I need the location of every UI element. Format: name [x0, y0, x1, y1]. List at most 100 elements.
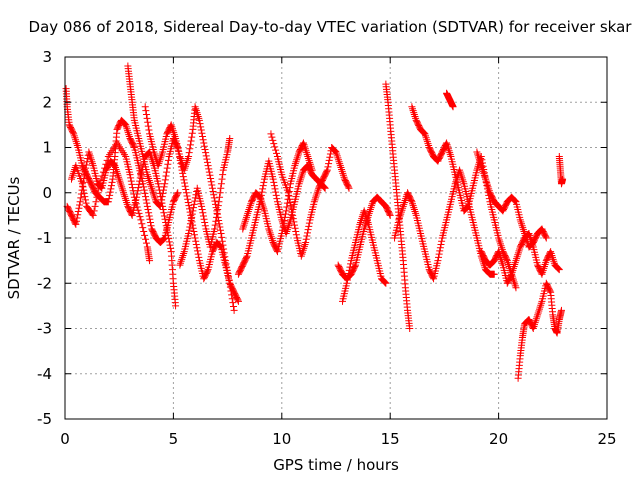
- data-point: [216, 226, 224, 234]
- data-point: [136, 177, 144, 185]
- data-point: [479, 167, 487, 175]
- x-axis-label: GPS time / hours: [273, 456, 399, 474]
- data-point: [313, 188, 321, 196]
- data-point: [165, 235, 173, 243]
- data-point: [408, 105, 416, 113]
- data-point: [123, 198, 131, 206]
- data-point: [188, 129, 196, 137]
- data-point: [459, 178, 467, 186]
- data-point: [291, 224, 299, 232]
- y-tick-label: 3: [42, 48, 52, 66]
- data-point: [478, 165, 486, 173]
- data-point: [537, 301, 545, 309]
- data-point: [511, 197, 519, 205]
- data-point: [95, 184, 103, 192]
- data-point: [163, 164, 171, 172]
- data-point: [146, 180, 154, 188]
- data-point: [446, 149, 454, 157]
- data-point: [211, 221, 219, 229]
- data-point: [193, 244, 201, 252]
- data-point: [234, 297, 242, 305]
- data-point: [436, 244, 444, 252]
- data-point: [555, 266, 563, 274]
- data-point: [106, 191, 114, 199]
- data-point: [93, 193, 101, 201]
- data-point: [241, 217, 249, 225]
- data-point: [161, 180, 169, 188]
- data-point: [159, 235, 167, 243]
- data-point: [189, 207, 197, 215]
- data-point: [411, 207, 419, 215]
- data-point: [124, 129, 132, 137]
- data-point: [260, 205, 268, 213]
- y-tick-label: -1: [37, 229, 52, 247]
- data-point: [410, 109, 418, 117]
- data-point: [186, 141, 194, 149]
- data-point: [190, 200, 198, 208]
- data-point: [532, 315, 540, 323]
- data-point: [290, 221, 298, 229]
- data-point: [386, 211, 394, 219]
- data-point: [259, 185, 267, 193]
- data-point: [272, 191, 280, 199]
- data-point: [209, 187, 217, 195]
- data-point: [207, 175, 215, 183]
- data-point: [292, 158, 300, 166]
- data-point: [409, 107, 417, 115]
- data-point: [196, 120, 204, 128]
- data-point: [326, 153, 334, 161]
- data-point: [334, 156, 342, 164]
- y-tick-label: -4: [37, 365, 52, 383]
- data-point: [213, 209, 221, 217]
- data-point: [281, 213, 289, 221]
- data-point: [335, 158, 343, 166]
- data-point: [505, 261, 513, 269]
- data-point: [178, 253, 186, 261]
- data-point: [272, 188, 280, 196]
- data-point: [172, 302, 180, 310]
- data-point: [400, 200, 408, 208]
- data-point: [191, 234, 199, 242]
- data-point: [80, 186, 88, 194]
- data-point: [555, 265, 563, 273]
- data-point: [429, 273, 437, 281]
- data-point: [541, 261, 549, 269]
- data-point: [289, 215, 297, 223]
- y-tick-label: 1: [42, 139, 52, 157]
- data-point: [223, 263, 231, 271]
- data-point: [400, 198, 408, 206]
- data-point: [177, 257, 185, 265]
- data-point: [334, 154, 342, 162]
- data-point: [115, 175, 123, 183]
- data-point: [285, 222, 293, 230]
- data-point: [273, 149, 281, 157]
- data-point: [519, 224, 527, 232]
- data-point: [312, 192, 320, 200]
- data-point: [118, 183, 126, 191]
- data-point: [195, 116, 203, 124]
- data-point: [212, 213, 220, 221]
- data-point: [212, 217, 220, 225]
- data-point: [201, 222, 209, 230]
- data-point: [143, 199, 151, 207]
- data-point: [107, 185, 115, 193]
- data-point: [184, 154, 192, 162]
- data-point: [119, 187, 127, 195]
- data-point: [298, 172, 306, 180]
- data-point: [239, 225, 247, 233]
- data-point: [434, 257, 442, 265]
- data-point: [542, 233, 550, 241]
- data-point: [535, 305, 543, 313]
- data-point: [217, 180, 225, 188]
- data-point: [367, 204, 375, 212]
- data-point: [285, 192, 293, 200]
- data-point: [162, 222, 170, 230]
- data-point: [126, 171, 134, 179]
- data-point: [337, 164, 345, 172]
- x-tick-label: 0: [60, 430, 70, 448]
- data-point: [85, 150, 93, 158]
- data-point: [518, 222, 526, 230]
- data-point: [142, 193, 150, 201]
- data-point: [303, 151, 311, 159]
- data-point: [183, 156, 191, 164]
